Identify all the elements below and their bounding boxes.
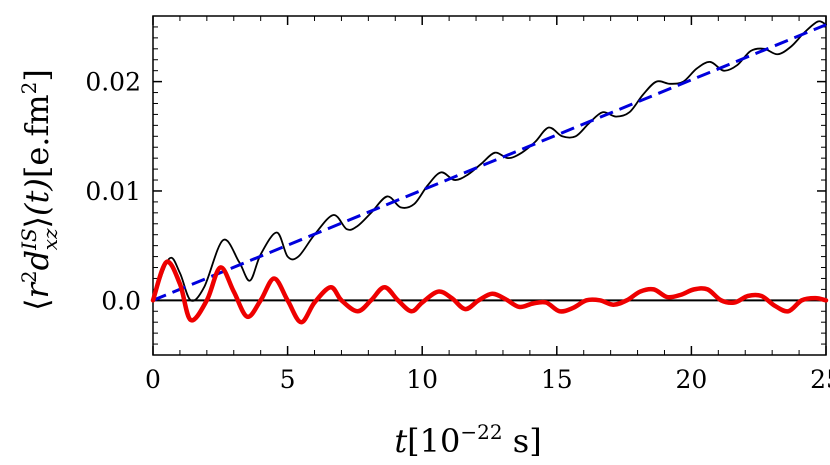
x-tick-label: 0 — [145, 365, 161, 394]
x-tick-label: 25 — [810, 365, 830, 394]
x-tick-label: 20 — [675, 365, 707, 394]
x-tick-label: 15 — [541, 365, 573, 394]
y-tick-label: 0.0 — [101, 286, 141, 315]
series-blue-dashed-line — [152, 23, 827, 302]
tick-labels: 0 5 10 15 20 25 0.0 0.01 0.02 — [85, 68, 830, 394]
x-tick-label: 5 — [280, 365, 296, 394]
plot-lines — [150, 20, 829, 325]
series-red-line — [150, 259, 829, 325]
x-tick-label: 10 — [406, 365, 438, 394]
y-tick-label: 0.02 — [85, 68, 141, 97]
plot-frame — [152, 15, 827, 356]
y-tick-label: 0.01 — [85, 177, 141, 206]
ticks — [152, 16, 827, 355]
x-axis-label: t[10−22 s] — [394, 420, 541, 460]
y-axis-label: ⟨r2dISxz⟩(t)[e.fm2] — [17, 69, 62, 311]
